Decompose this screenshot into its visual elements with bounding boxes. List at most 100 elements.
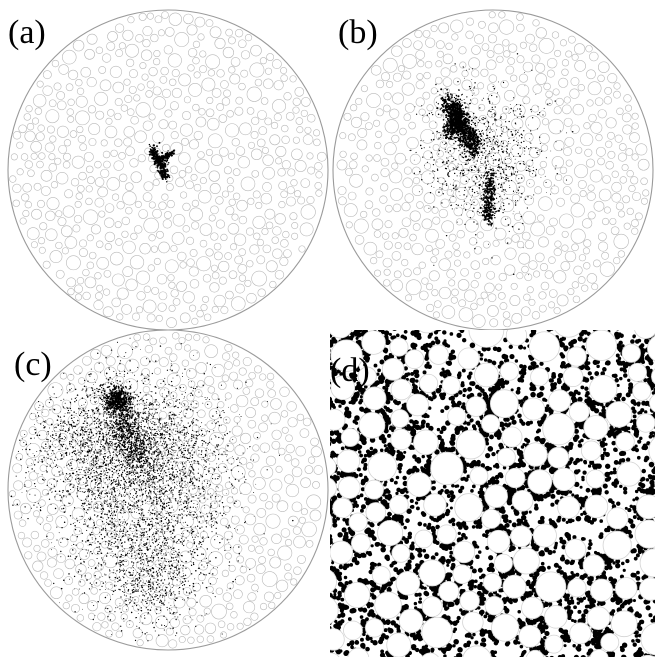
- grain: [503, 90, 516, 102]
- grain: [259, 373, 267, 381]
- grain: [30, 530, 40, 540]
- grain: [389, 108, 400, 119]
- grain: [535, 252, 545, 263]
- grain: [59, 372, 68, 380]
- particle: [464, 189, 466, 192]
- particle: [443, 129, 446, 132]
- particle: [464, 223, 466, 226]
- grain: [586, 99, 594, 107]
- particle: [434, 170, 436, 172]
- grain: [494, 227, 507, 241]
- particle: [464, 106, 467, 109]
- particle: [466, 119, 468, 121]
- grain: [178, 426, 189, 436]
- particle: [108, 392, 110, 394]
- grain: [208, 214, 216, 222]
- particle: [118, 390, 121, 393]
- particle: [495, 175, 497, 177]
- grain: [447, 163, 456, 171]
- grain: [229, 371, 239, 381]
- grain: [114, 597, 124, 607]
- grain: [540, 144, 549, 152]
- grain: [473, 271, 481, 279]
- grain: [539, 110, 547, 118]
- grain: [149, 505, 158, 514]
- grain: [82, 355, 92, 366]
- particle: [442, 126, 445, 129]
- grain: [276, 500, 289, 512]
- particle: [523, 147, 524, 148]
- particle: [456, 137, 459, 139]
- grain: [131, 341, 139, 349]
- grain: [49, 250, 63, 263]
- grain: [605, 140, 613, 148]
- grain: [547, 301, 556, 309]
- grain: [36, 551, 47, 562]
- particle: [486, 173, 489, 175]
- grain: [116, 468, 124, 476]
- grain: [205, 108, 215, 118]
- grain: [187, 636, 195, 644]
- particle: [466, 150, 468, 152]
- grain: [154, 615, 169, 629]
- particle: [482, 177, 484, 179]
- grain: [502, 311, 511, 319]
- grain: [37, 124, 45, 132]
- grain: [255, 564, 266, 574]
- grain: [80, 67, 92, 78]
- particle: [504, 178, 506, 180]
- grain: [236, 394, 249, 408]
- particle: [512, 166, 515, 169]
- particle: [490, 222, 493, 225]
- grain: [618, 143, 627, 151]
- grain: [61, 399, 72, 410]
- grain: [502, 318, 512, 328]
- grain: [500, 140, 508, 148]
- grain: [162, 538, 174, 550]
- grain: [525, 115, 541, 131]
- grain: [187, 437, 197, 447]
- grain: [45, 514, 54, 523]
- grain: [132, 628, 143, 639]
- particle: [484, 182, 488, 185]
- grain: [90, 587, 98, 595]
- grain: [278, 181, 288, 191]
- particle: [460, 115, 462, 117]
- grain: [46, 125, 55, 134]
- particle: [500, 166, 503, 169]
- particle: [455, 184, 457, 186]
- particle: [472, 133, 474, 135]
- particle: [445, 108, 448, 111]
- particle: [457, 163, 459, 165]
- grain: [265, 260, 278, 273]
- grain: [439, 140, 448, 149]
- particle: [120, 419, 122, 421]
- particle: [101, 384, 104, 386]
- particle: [465, 137, 467, 140]
- grain: [291, 222, 299, 230]
- particle: [450, 128, 452, 131]
- particle: [492, 199, 494, 201]
- grain: [186, 24, 198, 36]
- grain: [31, 117, 40, 125]
- grain: [198, 560, 209, 571]
- particle: [481, 99, 483, 101]
- grain: [102, 53, 112, 63]
- particle: [453, 122, 456, 125]
- particle: [537, 128, 539, 130]
- particle: [474, 247, 476, 250]
- particle: [457, 137, 460, 140]
- grain: [296, 126, 304, 134]
- grain: [244, 513, 257, 526]
- grain: [347, 133, 356, 142]
- grain: [237, 156, 250, 169]
- particle: [463, 174, 465, 176]
- grain: [76, 542, 84, 550]
- particle: [469, 188, 470, 190]
- particle: [530, 108, 532, 111]
- grain: [206, 452, 216, 462]
- particle: [467, 107, 469, 109]
- particle: [466, 106, 468, 108]
- particle: [440, 107, 443, 109]
- particle: [487, 184, 489, 185]
